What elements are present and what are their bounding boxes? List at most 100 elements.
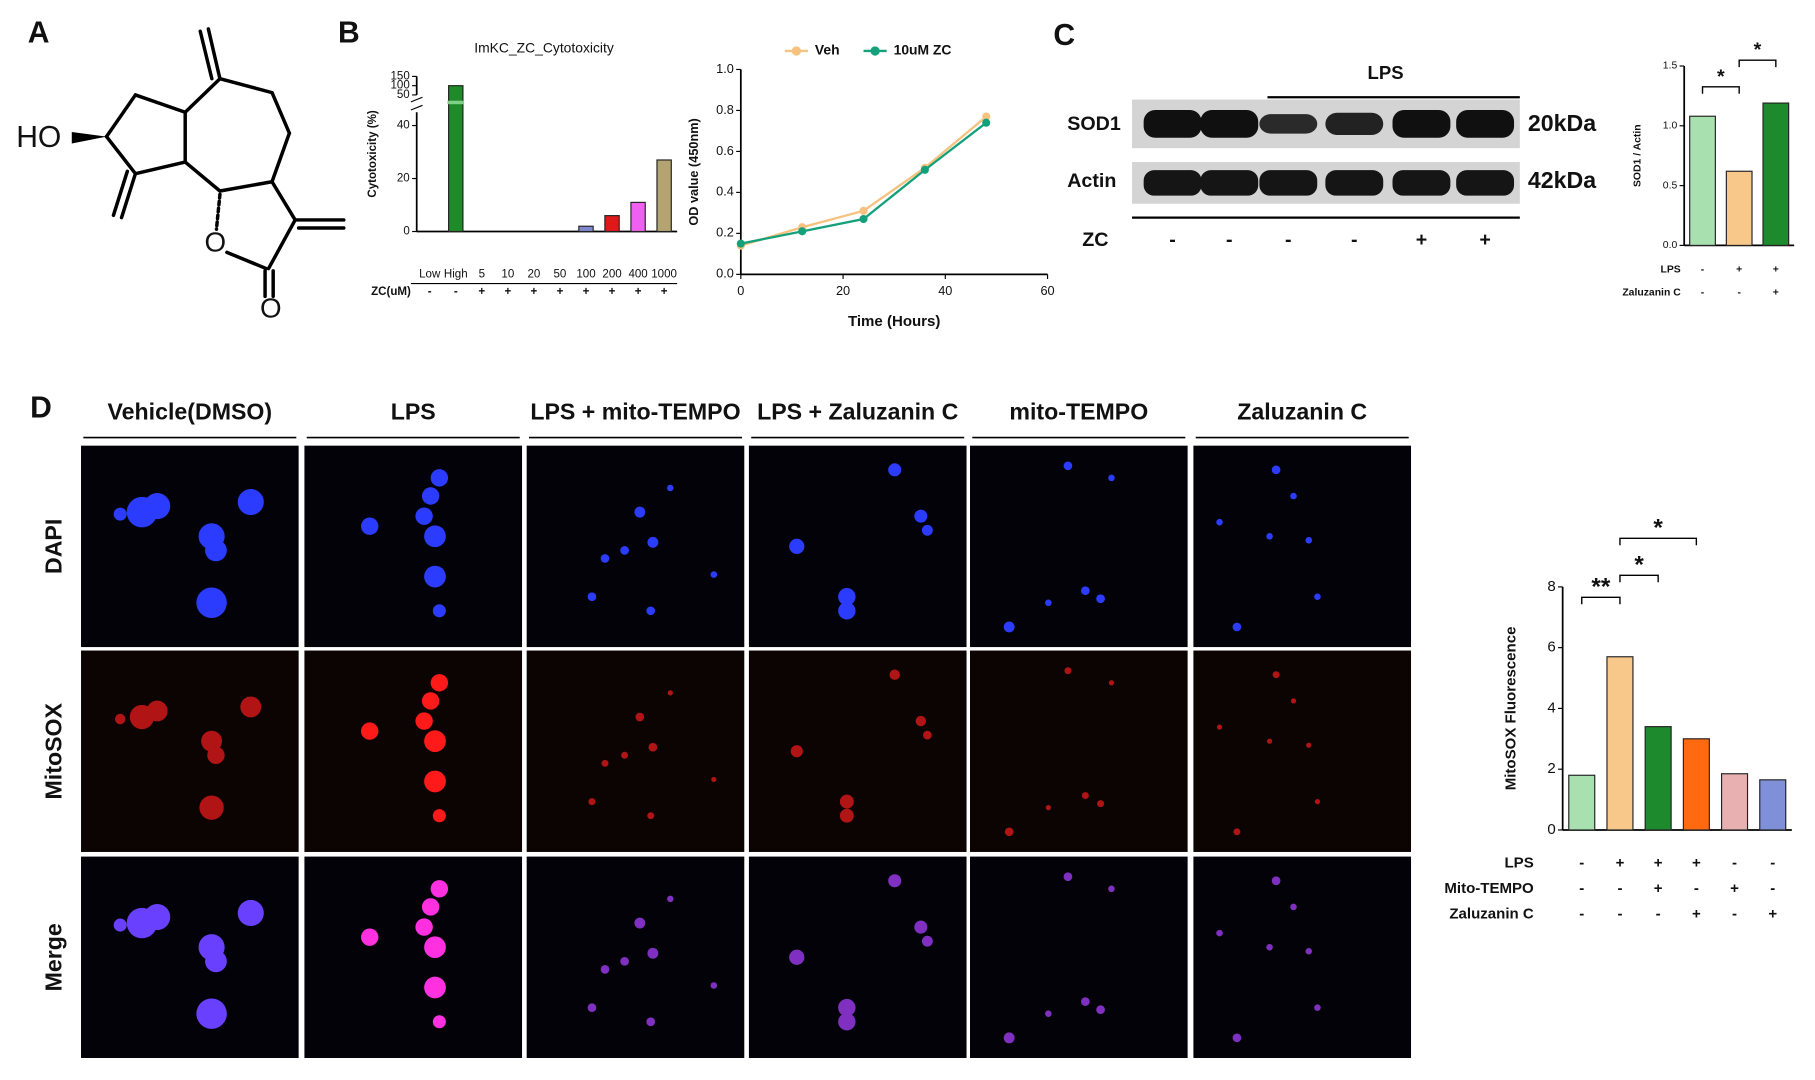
x-tick-label: 60	[1040, 283, 1054, 298]
micrograph	[81, 856, 299, 1058]
micrograph	[526, 445, 745, 648]
y-tick-label: 150	[390, 70, 409, 82]
cell	[647, 812, 655, 820]
cell	[634, 506, 646, 518]
micrograph	[526, 856, 745, 1058]
bond	[218, 76, 274, 95]
significance-bracket	[1619, 537, 1698, 546]
cell	[838, 998, 856, 1017]
micrograph	[1193, 445, 1412, 648]
column-header: LPS	[391, 398, 436, 424]
cell	[587, 592, 597, 602]
legend-label: Veh	[815, 42, 840, 58]
micrograph	[748, 650, 967, 852]
band-size: 20kDa	[1528, 110, 1597, 136]
atom-label: O	[260, 293, 282, 324]
cell	[634, 917, 646, 929]
blot-band	[1392, 109, 1451, 138]
cell	[710, 571, 718, 578]
bond	[214, 192, 222, 231]
cell	[838, 588, 856, 606]
bond	[218, 180, 274, 193]
cell	[1232, 622, 1242, 632]
row-sign: +	[1654, 854, 1663, 871]
row-sign: +	[1736, 264, 1742, 275]
y-tick-label: 0.0	[716, 266, 734, 281]
bar	[1606, 656, 1634, 831]
cell	[1097, 800, 1105, 808]
row-sign: -	[1701, 264, 1705, 275]
column-header: LPS + mito-TEMPO	[530, 398, 740, 424]
micrograph	[1193, 856, 1412, 1058]
row-sign: -	[1617, 905, 1622, 922]
cell	[237, 899, 264, 927]
cell	[1108, 474, 1115, 482]
point	[920, 165, 929, 174]
micrograph	[304, 856, 523, 1058]
y-tick-label: 1.5	[1663, 61, 1678, 72]
legend-label: 10uM ZC	[894, 42, 952, 58]
cell	[667, 895, 674, 903]
cell	[1096, 594, 1105, 604]
x-tick-label: 20	[527, 268, 540, 280]
y-tick-label: 0	[403, 226, 409, 238]
blot-band	[1200, 170, 1259, 196]
cell	[201, 730, 223, 752]
blot-band	[1325, 112, 1384, 135]
cell	[144, 903, 171, 931]
cell	[205, 950, 227, 973]
row-sign: -	[1732, 854, 1737, 871]
cell	[1080, 586, 1090, 596]
significance-label: **	[1591, 573, 1610, 600]
cell	[432, 604, 446, 618]
cell	[237, 488, 264, 516]
cell	[1306, 742, 1312, 748]
row-sign: -	[428, 286, 432, 298]
cell	[647, 536, 659, 548]
cell	[1266, 738, 1273, 744]
bar-break	[447, 100, 465, 105]
x-tick-label: 50	[554, 268, 567, 280]
blot-band	[1456, 170, 1515, 196]
micrograph	[304, 445, 523, 648]
cell	[1003, 1032, 1015, 1044]
cell	[1096, 1005, 1105, 1015]
y-tick-label: 6	[1547, 639, 1555, 656]
cell	[921, 935, 933, 947]
sign: -	[1351, 229, 1358, 251]
bond	[206, 27, 222, 81]
cell	[1045, 1010, 1052, 1017]
micrograph	[526, 650, 745, 852]
cell	[240, 696, 262, 718]
row-sign: -	[1617, 880, 1622, 897]
cell	[144, 493, 171, 520]
row-sign: +	[1616, 854, 1625, 871]
bond	[119, 171, 138, 220]
cell	[361, 517, 379, 535]
column-header: Zaluzanin C	[1237, 398, 1367, 424]
y-tick-label: 40	[397, 120, 410, 132]
bond	[133, 160, 187, 176]
cell	[1232, 1033, 1242, 1043]
cell	[1108, 680, 1115, 686]
cell	[923, 730, 932, 740]
row-label: Mito-TEMPO	[1444, 880, 1534, 897]
blot-band	[1392, 170, 1451, 196]
cell	[421, 487, 440, 505]
y-tick-label: 0.2	[716, 225, 734, 240]
y-tick-label: 0.0	[1663, 240, 1678, 251]
cell	[1233, 828, 1241, 836]
blot-band	[1456, 109, 1515, 138]
cell	[205, 539, 227, 562]
y-tick-label: 0	[1547, 821, 1555, 838]
cell	[601, 759, 609, 767]
cell	[921, 524, 933, 536]
cell	[424, 565, 446, 588]
cell	[647, 947, 659, 959]
column-header: mito-TEMPO	[1009, 398, 1148, 424]
row-sign: +	[557, 286, 564, 298]
cell	[361, 928, 379, 946]
cell	[1064, 667, 1072, 675]
cell	[146, 700, 168, 722]
